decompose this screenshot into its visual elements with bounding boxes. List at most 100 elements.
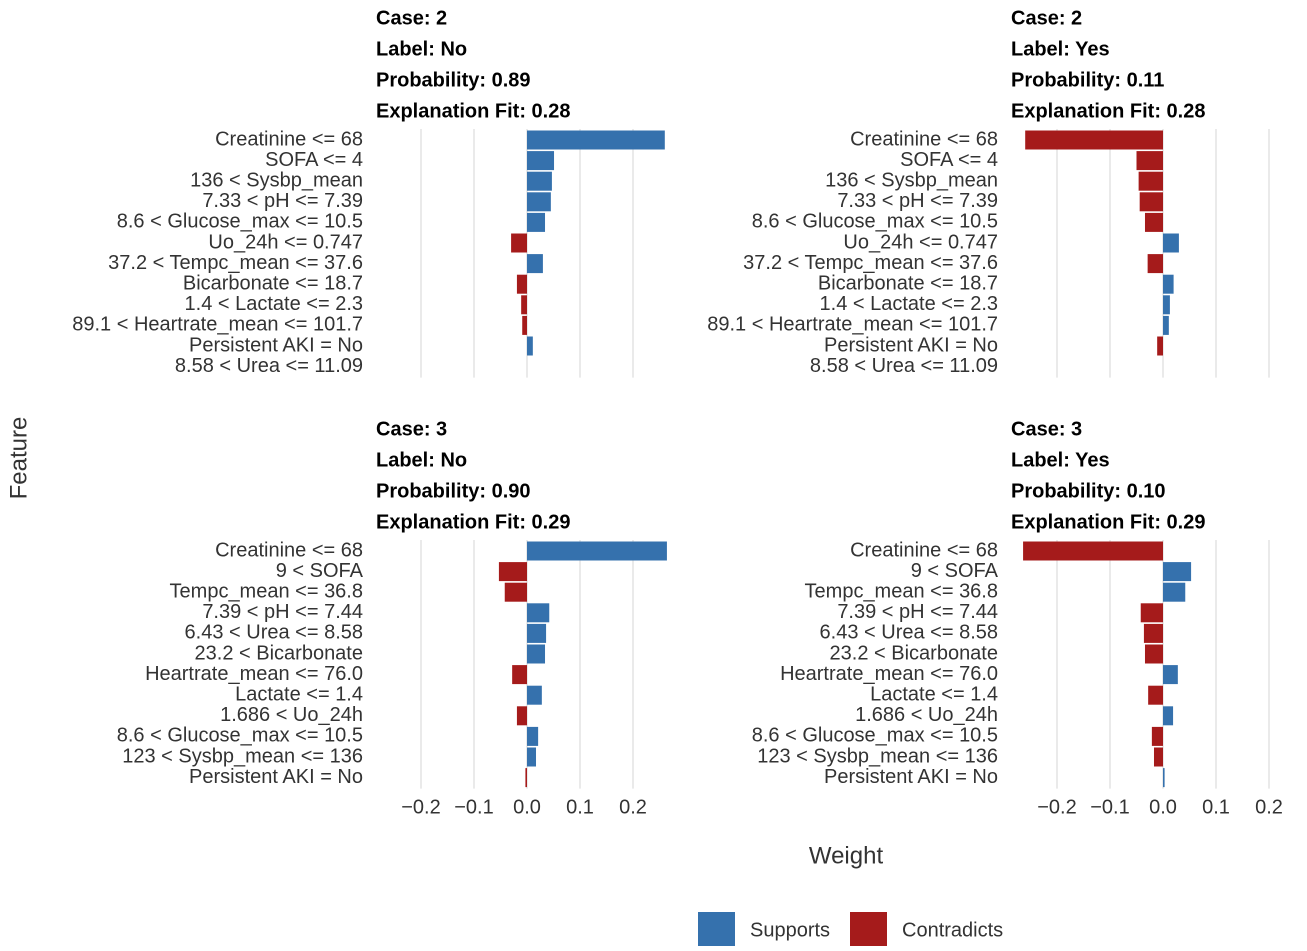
- bar: [1147, 254, 1163, 274]
- y-tick-label: Persistent AKI = No: [189, 334, 363, 356]
- panel-title: Case: 3: [1011, 418, 1082, 440]
- bar: [1163, 295, 1170, 315]
- x-tick-label: 0.0: [1149, 796, 1177, 818]
- legend-swatch: [698, 912, 735, 946]
- y-axis-title: Feature: [5, 417, 32, 500]
- x-tick-label: −0.1: [1090, 796, 1129, 818]
- y-tick-label: 8.58 < Urea <= 11.09: [175, 355, 363, 377]
- panel-title: Explanation Fit: 0.29: [376, 511, 570, 533]
- bar: [527, 254, 543, 274]
- panel-title: Probability: 0.89: [376, 69, 531, 91]
- bar: [1163, 315, 1169, 335]
- bar: [1163, 582, 1186, 602]
- bar: [1025, 130, 1163, 150]
- y-tick-label: 23.2 < Bicarbonate: [830, 642, 998, 664]
- panel-title: Label: Yes: [1011, 38, 1110, 60]
- bar: [1153, 747, 1163, 767]
- y-tick-label: Creatinine <= 68: [850, 539, 998, 561]
- y-tick-label: Persistent AKI = No: [189, 766, 363, 788]
- y-tick-label: Tempc_mean <= 36.8: [170, 580, 363, 602]
- bar: [527, 171, 552, 191]
- plot-area: [394, 129, 665, 378]
- y-tick-label: 1.686 < Uo_24h: [855, 704, 998, 726]
- y-tick-label: 7.39 < pH <= 7.44: [202, 601, 363, 623]
- bar: [527, 130, 665, 150]
- y-tick-label: SOFA <= 4: [265, 149, 363, 171]
- bar: [511, 233, 527, 253]
- bar: [516, 706, 527, 726]
- bar: [527, 336, 533, 356]
- y-tick-label: Persistent AKI = No: [824, 334, 998, 356]
- bar: [1148, 685, 1163, 705]
- bar: [527, 644, 546, 664]
- x-tick-label: −0.2: [1037, 796, 1076, 818]
- y-tick-label: Creatinine <= 68: [850, 128, 998, 150]
- x-tick-label: −0.1: [454, 796, 493, 818]
- bar: [1163, 562, 1192, 582]
- bar: [521, 295, 527, 315]
- bar: [1144, 644, 1163, 664]
- y-tick-label: 7.33 < pH <= 7.39: [202, 190, 363, 212]
- bar: [1136, 151, 1163, 171]
- y-tick-label: Heartrate_mean <= 76.0: [145, 663, 363, 685]
- plot-area: [394, 540, 665, 789]
- y-tick-label: Creatinine <= 68: [215, 128, 363, 150]
- legend-label: Supports: [750, 919, 830, 941]
- bar: [1144, 212, 1163, 232]
- bar: [1138, 171, 1163, 191]
- bar: [1151, 726, 1163, 746]
- panel-title: Case: 3: [376, 418, 447, 440]
- y-tick-label: Lactate <= 1.4: [870, 683, 998, 705]
- panel-title: Label: Yes: [1011, 449, 1110, 471]
- y-tick-label: 23.2 < Bicarbonate: [195, 642, 363, 664]
- x-tick-label: 0.2: [619, 796, 647, 818]
- panel-title: Probability: 0.90: [376, 480, 531, 502]
- y-tick-label: 123 < Sysbp_mean <= 136: [757, 745, 998, 767]
- bar: [1140, 603, 1163, 623]
- y-tick-label: 37.2 < Tempc_mean <= 37.6: [108, 252, 363, 274]
- bar: [1163, 768, 1165, 788]
- panel-title: Explanation Fit: 0.28: [376, 100, 570, 122]
- y-tick-label: 7.39 < pH <= 7.44: [837, 601, 998, 623]
- bar: [527, 151, 555, 171]
- bar: [516, 274, 527, 294]
- bar: [522, 315, 527, 335]
- plot-area: [1030, 129, 1301, 378]
- x-axis-title: Weight: [809, 842, 884, 869]
- y-tick-label: Uo_24h <= 0.747: [208, 231, 363, 253]
- bar: [1023, 541, 1163, 561]
- legend-swatch: [850, 912, 887, 946]
- y-tick-label: 1.686 < Uo_24h: [220, 704, 363, 726]
- y-tick-label: 6.43 < Urea <= 8.58: [820, 622, 998, 644]
- y-tick-label: 1.4 < Lactate <= 2.3: [820, 293, 998, 315]
- y-tick-label: Bicarbonate <= 18.7: [818, 272, 998, 294]
- bar: [1163, 233, 1179, 253]
- bar: [527, 192, 551, 212]
- x-tick-label: 0.0: [513, 796, 541, 818]
- y-tick-label: Persistent AKI = No: [824, 766, 998, 788]
- y-tick-label: 136 < Sysbp_mean: [825, 169, 998, 191]
- y-tick-label: Tempc_mean <= 36.8: [805, 580, 998, 602]
- panel-title: Explanation Fit: 0.29: [1011, 511, 1205, 533]
- y-tick-label: 8.6 < Glucose_max <= 10.5: [117, 211, 363, 233]
- bar: [498, 562, 527, 582]
- y-tick-label: 8.58 < Urea <= 11.09: [810, 355, 998, 377]
- bar: [504, 582, 527, 602]
- panel-title: Explanation Fit: 0.28: [1011, 100, 1205, 122]
- panel-title: Label: No: [376, 449, 467, 471]
- y-tick-label: 9 < SOFA: [911, 560, 999, 582]
- panel-title: Case: 2: [1011, 7, 1082, 29]
- bar: [527, 541, 667, 561]
- panel-title: Case: 2: [376, 7, 447, 29]
- bar: [527, 603, 550, 623]
- bar: [1143, 623, 1163, 643]
- bar: [527, 726, 539, 746]
- y-tick-label: Lactate <= 1.4: [235, 683, 363, 705]
- y-tick-label: Bicarbonate <= 18.7: [183, 272, 363, 294]
- bar: [525, 768, 527, 788]
- panel-title: Probability: 0.10: [1011, 480, 1166, 502]
- bar: [1163, 665, 1178, 685]
- y-tick-label: 89.1 < Heartrate_mean <= 101.7: [707, 314, 998, 336]
- y-tick-label: 7.33 < pH <= 7.39: [837, 190, 998, 212]
